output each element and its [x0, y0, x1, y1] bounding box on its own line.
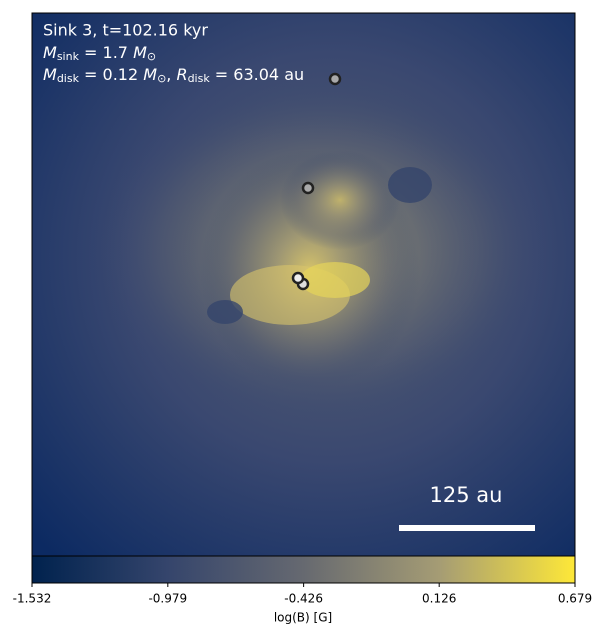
sinks	[291, 72, 342, 291]
scale-bar	[399, 525, 535, 531]
colorbar-tick-label: -0.979	[148, 592, 187, 606]
subscript: sink	[57, 50, 80, 63]
annotation: Sink 3, t=102.16 kyr	[43, 21, 208, 40]
subscript: disk	[188, 72, 211, 85]
colorbar-tick-label: -0.426	[284, 592, 323, 606]
colorbar-tick-label: -1.532	[13, 592, 52, 606]
separator: ,	[166, 65, 176, 84]
annotation: Mdisk = 0.12 M⊙, Rdisk = 63.04 au	[43, 65, 304, 86]
value: = 0.12	[79, 65, 143, 84]
colorbar-tick-label: 0.679	[558, 592, 592, 606]
colorbar-label: log(B) [G]	[274, 611, 332, 625]
symbol: M	[43, 65, 57, 84]
value: = 1.7	[79, 43, 133, 62]
value: = 63.04 au	[210, 65, 304, 84]
scale-bar-label: 125 au	[430, 483, 503, 507]
symbol: M	[133, 43, 147, 62]
colorbar	[31, 555, 576, 584]
subscript: disk	[57, 72, 80, 85]
annotation: Msink = 1.7 M⊙	[43, 43, 156, 64]
symbol: M	[43, 43, 57, 62]
symbol: M	[143, 65, 157, 84]
subscript: ⊙	[147, 50, 156, 63]
colorbar-tick-label: 0.126	[422, 592, 456, 606]
subscript: ⊙	[157, 72, 166, 85]
symbol: R	[176, 65, 187, 84]
field-image	[32, 13, 575, 556]
